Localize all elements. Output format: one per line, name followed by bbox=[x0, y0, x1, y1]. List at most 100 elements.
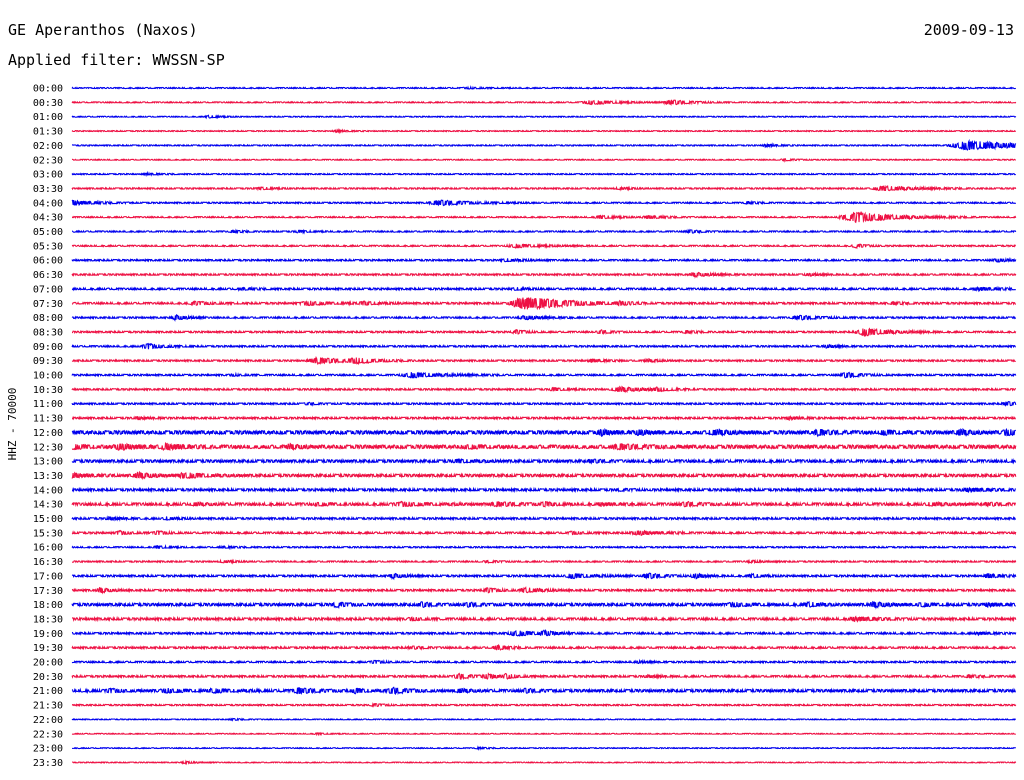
filter-label: Applied filter: WWSSN-SP bbox=[8, 51, 225, 69]
time-tick-label: 15:30 bbox=[33, 528, 63, 539]
time-tick-label: 11:00 bbox=[33, 399, 63, 410]
trace-line bbox=[71, 500, 1017, 508]
trace-line bbox=[71, 441, 1017, 452]
time-tick-label: 06:00 bbox=[33, 256, 63, 267]
trace-line bbox=[71, 615, 1017, 623]
trace-line bbox=[71, 385, 1017, 394]
time-tick-label: 00:00 bbox=[33, 84, 63, 95]
time-tick-label: 20:30 bbox=[33, 672, 63, 683]
trace-line bbox=[71, 643, 1017, 651]
time-tick-label: 23:30 bbox=[33, 758, 63, 769]
trace-line bbox=[71, 157, 1016, 163]
time-tick-label: 17:00 bbox=[33, 571, 63, 582]
time-tick-label: 17:30 bbox=[33, 586, 63, 597]
time-tick-label: 11:30 bbox=[33, 414, 63, 425]
time-tick-label: 22:00 bbox=[33, 715, 63, 726]
time-tick-label: 00:30 bbox=[33, 98, 63, 109]
trace-line bbox=[71, 457, 1017, 465]
trace-line bbox=[71, 731, 1016, 737]
trace-line bbox=[71, 242, 1016, 250]
time-tick-label: 21:30 bbox=[33, 701, 63, 712]
time-tick-label: 04:00 bbox=[33, 198, 63, 209]
trace-line bbox=[71, 211, 1017, 224]
trace-line bbox=[71, 99, 1017, 106]
trace-line bbox=[71, 327, 1017, 337]
time-tick-label: 16:30 bbox=[33, 557, 63, 568]
time-tick-label: 08:00 bbox=[33, 313, 63, 324]
time-tick-label: 08:30 bbox=[33, 327, 63, 338]
trace-line bbox=[71, 572, 1017, 581]
trace-line bbox=[71, 686, 1016, 696]
trace-line bbox=[71, 184, 1017, 192]
time-tick-label: 02:30 bbox=[33, 155, 63, 166]
trace-line bbox=[71, 529, 1017, 536]
time-tick-label: 18:00 bbox=[33, 600, 63, 611]
time-tick-label: 23:00 bbox=[33, 744, 63, 755]
trace-line bbox=[71, 296, 1017, 311]
time-tick-label: 09:30 bbox=[33, 356, 63, 367]
time-tick-label: 09:00 bbox=[33, 342, 63, 353]
trace-line bbox=[72, 228, 1017, 235]
time-tick-label: 13:00 bbox=[33, 457, 63, 468]
trace-line bbox=[71, 138, 1017, 151]
station-title: GE Aperanthos (Naxos) bbox=[8, 21, 198, 39]
trace-line bbox=[71, 271, 1017, 279]
time-tick-label: 06:30 bbox=[33, 270, 63, 281]
trace-line bbox=[71, 486, 1016, 494]
trace-line bbox=[71, 414, 1016, 422]
trace-line bbox=[71, 658, 1017, 665]
trace-line bbox=[71, 85, 1017, 90]
trace-line bbox=[71, 628, 1017, 637]
trace-line bbox=[71, 470, 1017, 481]
trace-line bbox=[71, 285, 1017, 293]
trace-line bbox=[71, 114, 1017, 120]
time-tick-label: 12:00 bbox=[33, 428, 63, 439]
trace-line bbox=[71, 427, 1017, 438]
time-tick-label: 10:00 bbox=[33, 371, 63, 382]
time-tick-label: 19:00 bbox=[33, 629, 63, 640]
time-tick-label: 05:00 bbox=[33, 227, 63, 238]
time-tick-label: 12:30 bbox=[33, 442, 63, 453]
trace-line bbox=[71, 515, 1016, 522]
trace-line bbox=[71, 371, 1017, 379]
time-tick-label: 13:30 bbox=[33, 471, 63, 482]
trace-line bbox=[71, 342, 1016, 350]
time-tick-label: 01:30 bbox=[33, 127, 63, 138]
trace-line bbox=[71, 170, 1016, 178]
time-tick-label: 20:00 bbox=[33, 658, 63, 669]
trace-line bbox=[71, 745, 1016, 751]
time-tick-label: 04:30 bbox=[33, 213, 63, 224]
time-tick-label: 07:30 bbox=[33, 299, 63, 310]
time-tick-label: 10:30 bbox=[33, 385, 63, 396]
trace-line bbox=[71, 586, 1016, 595]
trace-line bbox=[71, 702, 1017, 708]
trace-line bbox=[71, 600, 1016, 610]
trace-line bbox=[71, 759, 1017, 766]
time-tick-label: 01:00 bbox=[33, 112, 63, 123]
time-tick-label: 18:30 bbox=[33, 614, 63, 625]
time-tick-label: 19:30 bbox=[33, 643, 63, 654]
trace-line bbox=[71, 128, 1016, 135]
time-tick-label: 02:00 bbox=[33, 141, 63, 152]
date-label: 2009-09-13 bbox=[923, 21, 1014, 39]
time-tick-label: 03:00 bbox=[33, 170, 63, 181]
time-tick-label: 03:30 bbox=[33, 184, 63, 195]
trace-line bbox=[71, 401, 1017, 407]
trace-line bbox=[71, 355, 1016, 366]
time-tick-label: 15:00 bbox=[33, 514, 63, 525]
time-tick-label: 14:30 bbox=[33, 500, 63, 511]
time-tick-label: 05:30 bbox=[33, 241, 63, 252]
time-tick-label: 16:00 bbox=[33, 543, 63, 554]
time-tick-label: 14:00 bbox=[33, 485, 63, 496]
trace-line bbox=[71, 313, 1016, 322]
time-tick-label: 07:00 bbox=[33, 284, 63, 295]
time-tick-label: 21:00 bbox=[33, 686, 63, 697]
trace-line bbox=[71, 672, 1016, 680]
trace-line bbox=[71, 256, 1017, 264]
trace-line bbox=[71, 544, 1017, 551]
trace-line bbox=[71, 199, 1017, 207]
time-tick-label: 22:30 bbox=[33, 729, 63, 740]
trace-line bbox=[71, 558, 1017, 565]
trace-line bbox=[71, 717, 1016, 722]
